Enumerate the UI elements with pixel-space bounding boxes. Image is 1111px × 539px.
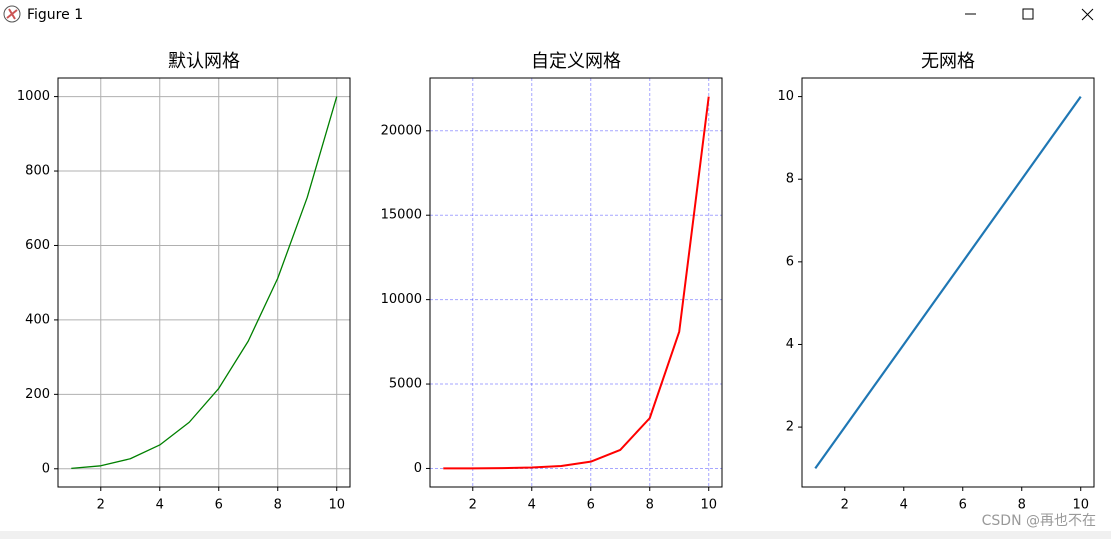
title-bar [0, 0, 1111, 30]
y-tick-label: 10 [777, 89, 794, 104]
x-tick-label: 8 [646, 498, 654, 513]
toolbar-strip [0, 531, 1111, 539]
y-tick-label: 600 [25, 238, 50, 253]
data-line [443, 96, 710, 470]
y-tick-label: 400 [25, 312, 50, 327]
y-tick-label: 8 [786, 172, 794, 187]
x-tick-label: 4 [528, 498, 536, 513]
y-tick-label: 20000 [381, 123, 422, 138]
data-line [71, 96, 338, 470]
x-tick-label: 10 [328, 498, 345, 513]
chart-title: 无网格 [921, 51, 975, 72]
close-button[interactable] [1081, 8, 1094, 21]
axes-frame [57, 77, 351, 488]
data-line [814, 95, 1082, 470]
x-tick-label: 4 [900, 498, 908, 513]
y-tick-label: 200 [25, 387, 50, 402]
x-tick-label: 6 [587, 498, 595, 513]
x-tick-label: 6 [215, 498, 223, 513]
maximize-button[interactable] [1022, 8, 1034, 20]
chart-title: 自定义网格 [531, 51, 621, 72]
y-tick-label: 0 [414, 461, 422, 476]
x-tick-label: 2 [469, 498, 477, 513]
x-tick-label: 6 [959, 498, 967, 513]
y-tick-label: 6 [786, 254, 794, 269]
y-tick-label: 1000 [17, 89, 50, 104]
window-icon-mark [6, 8, 18, 20]
y-tick-label: 0 [42, 461, 50, 476]
y-tick-label: 800 [25, 164, 50, 179]
y-tick-label: 4 [786, 337, 794, 352]
x-tick-label: 10 [700, 498, 717, 513]
y-tick-label: 10000 [381, 292, 422, 307]
chart-title: 默认网格 [168, 51, 240, 72]
y-tick-label: 2 [786, 420, 794, 435]
window-title: Figure 1 [27, 7, 83, 23]
axes-frame [429, 77, 723, 488]
watermark: CSDN @再也不在 [982, 513, 1096, 529]
x-tick-label: 2 [97, 498, 105, 513]
x-tick-label: 8 [274, 498, 282, 513]
x-tick-label: 10 [1072, 498, 1089, 513]
y-tick-label: 5000 [389, 377, 422, 392]
x-tick-label: 8 [1018, 498, 1026, 513]
y-tick-label: 15000 [381, 208, 422, 223]
axes-frame [801, 77, 1095, 488]
x-tick-label: 4 [156, 498, 164, 513]
x-tick-label: 2 [841, 498, 849, 513]
